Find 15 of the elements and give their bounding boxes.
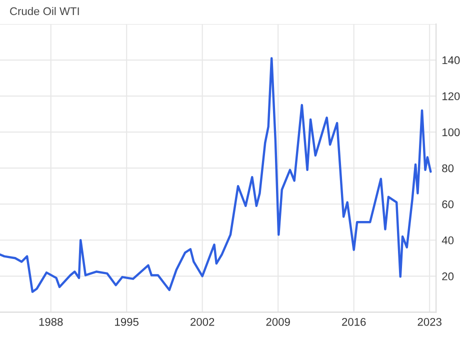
y-tick-label: 100	[442, 128, 460, 136]
y-tick-label: 140	[442, 56, 460, 64]
y-tick-label: 120	[442, 92, 460, 100]
line-series	[0, 57, 432, 293]
y-tick-label: 60	[442, 200, 454, 208]
y-tick-label: 20	[442, 272, 454, 280]
y-tick-label: 80	[442, 164, 454, 172]
x-tick-label: 2009	[266, 318, 290, 326]
x-tick-label: 2016	[342, 318, 366, 326]
y-tick-label: 40	[442, 236, 454, 244]
x-tick-label: 2023	[418, 318, 442, 326]
x-tick-label: 1988	[39, 318, 63, 326]
chart-title: Crude Oil WTI	[10, 7, 79, 16]
x-tick-label: 2002	[190, 318, 214, 326]
x-tick-label: 1995	[115, 318, 138, 326]
